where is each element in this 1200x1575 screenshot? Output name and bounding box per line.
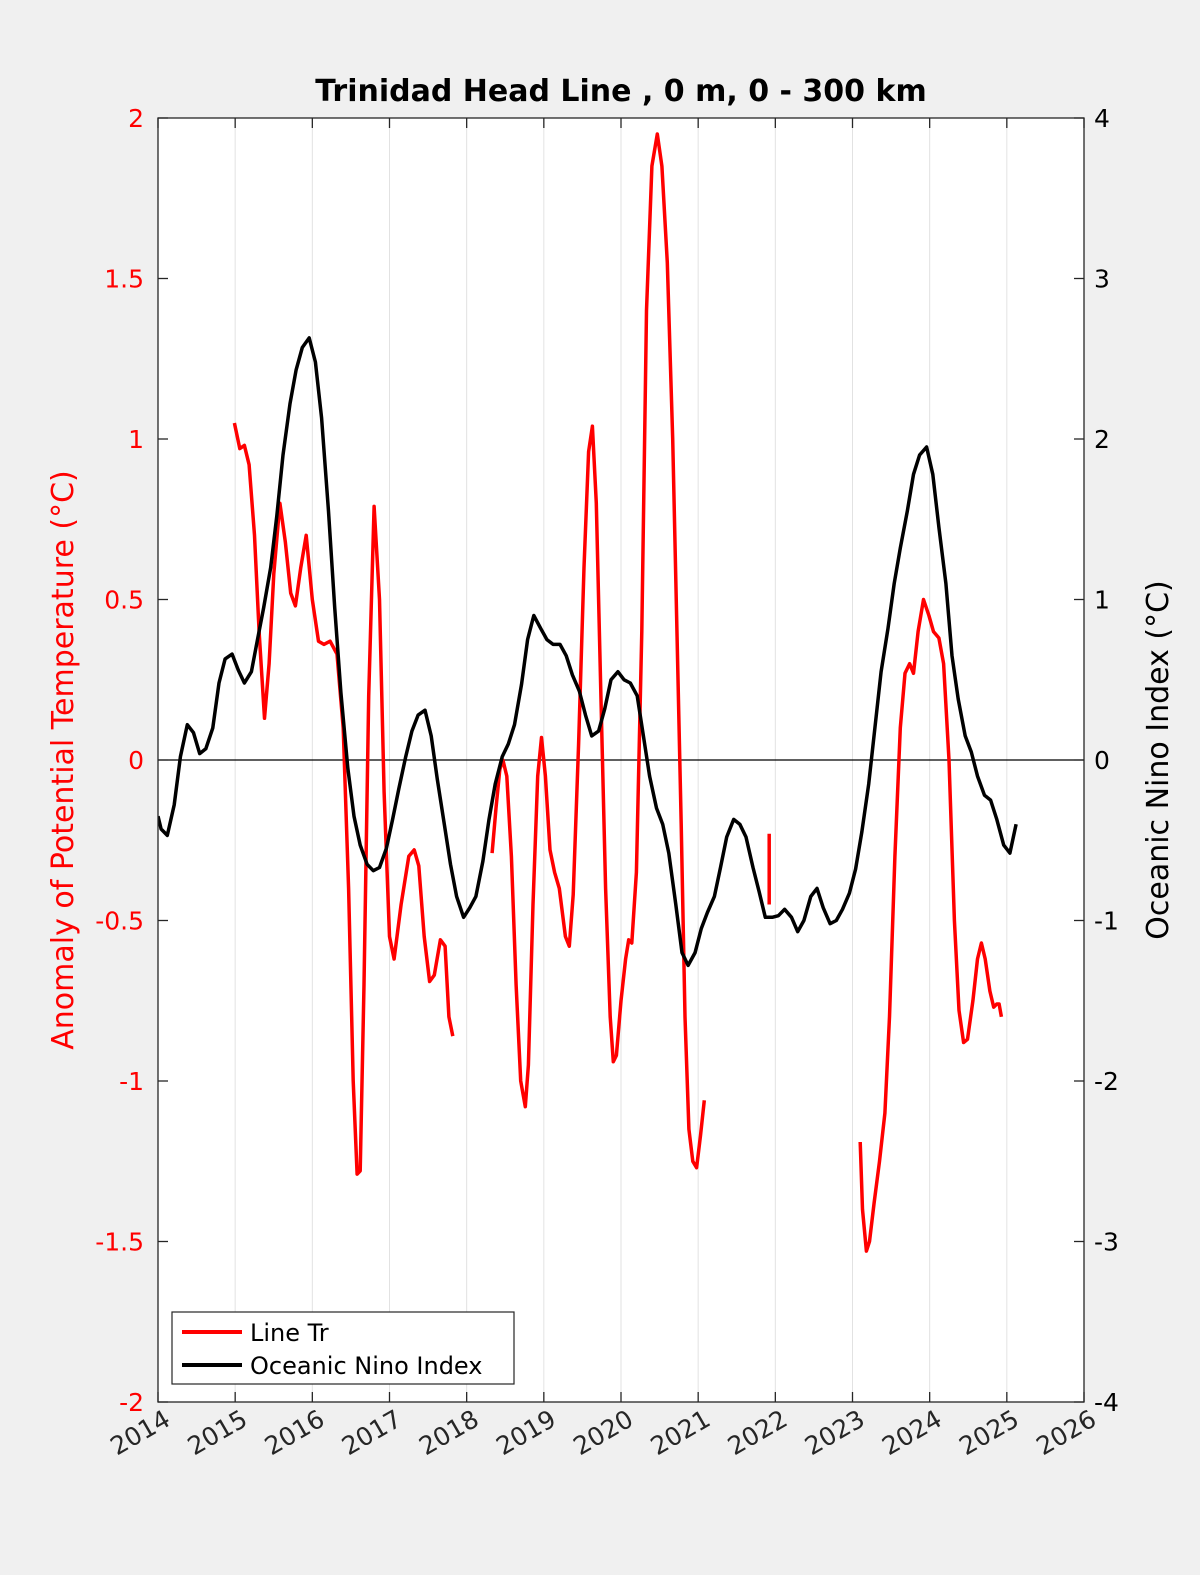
right-tick-label: -2 <box>1094 1067 1119 1096</box>
series-line-oceanic-nino-index <box>158 336 1018 968</box>
legend-box <box>171 1311 515 1385</box>
series-layer <box>158 132 1018 1253</box>
left-tick-label: 1 <box>128 425 144 454</box>
right-tick-label: -3 <box>1094 1228 1119 1257</box>
left-tick-label: 2 <box>128 104 144 133</box>
left-tick-label: 1.5 <box>104 265 144 294</box>
right-tick-label: 2 <box>1094 425 1110 454</box>
right-tick-label: 0 <box>1094 746 1110 775</box>
left-tick-label: 0 <box>128 746 144 775</box>
legend: Line Tr Oceanic Nino Index <box>171 1311 515 1385</box>
right-tick-label: 3 <box>1094 265 1110 294</box>
legend-entry-line-tr: Line Tr <box>250 1319 329 1347</box>
legend-entry-oni: Oceanic Nino Index <box>250 1352 482 1380</box>
right-tick-label: -4 <box>1094 1388 1119 1417</box>
right-axis-label: Oceanic Nino Index (°C) <box>1141 580 1176 940</box>
left-axis-label: Anomaly of Potential Temperature (°C) <box>46 470 81 1049</box>
right-tick-label: 1 <box>1094 586 1110 615</box>
series-line-line-tr <box>490 132 707 1170</box>
left-tick-label: -1.5 <box>95 1228 144 1257</box>
right-tick-label: -1 <box>1094 907 1119 936</box>
chart-title: Trinidad Head Line , 0 m, 0 - 300 km <box>315 74 926 109</box>
left-y-axis: -2 -1.5 -1 -0.5 0 0.5 1 1.5 2 <box>95 104 168 1417</box>
right-y-axis: -4 -3 -2 -1 0 1 2 3 4 <box>1074 104 1119 1417</box>
right-tick-label: 4 <box>1094 104 1110 133</box>
left-tick-label: 0.5 <box>104 586 144 615</box>
series-line-line-tr <box>858 597 1004 1253</box>
left-tick-label: -2 <box>119 1388 144 1417</box>
left-tick-label: -1 <box>119 1067 144 1096</box>
series-line-line-tr <box>232 422 455 1176</box>
left-tick-label: -0.5 <box>95 907 144 936</box>
